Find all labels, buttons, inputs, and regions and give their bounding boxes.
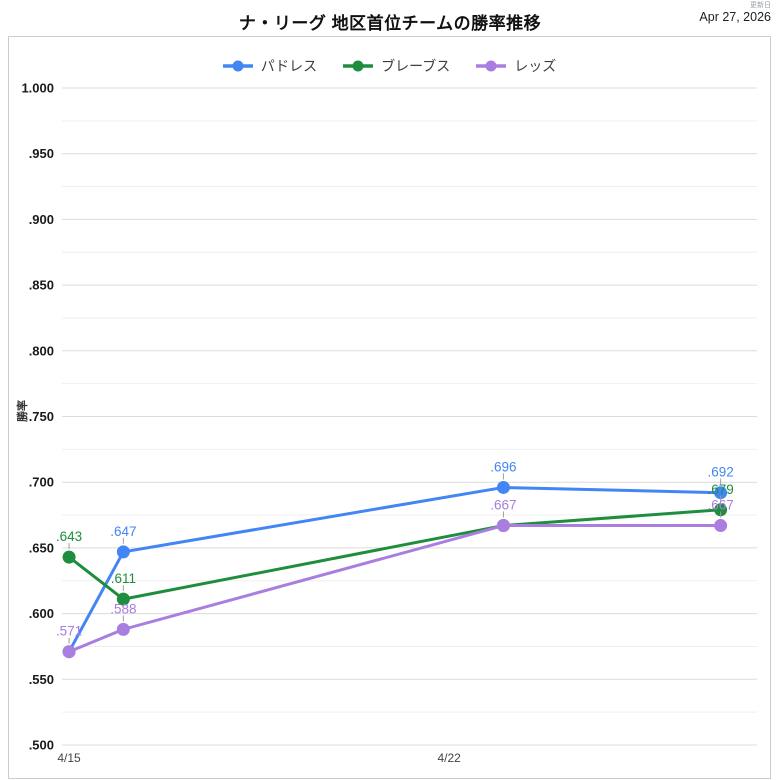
y-axis-tick-label: .700 — [29, 475, 54, 490]
y-axis-tick-label: 1.000 — [21, 81, 54, 96]
x-axis-tick-label: 4/15 — [57, 751, 81, 765]
y-axis-tick-label: .750 — [29, 409, 54, 424]
data-point-ブレーブス-0[interactable] — [62, 550, 76, 564]
point-label: .692 — [707, 465, 733, 480]
y-axis-tick-label: .650 — [29, 540, 54, 555]
legend-label: ブレーブス — [381, 58, 451, 74]
data-point-レッズ-2[interactable] — [496, 519, 510, 533]
chart-container: パドレス ブレーブス レッズ 勝率 1.000.950.900.850.800.… — [8, 36, 771, 779]
y-axis-tick-label: .900 — [29, 212, 54, 227]
x-axis-tick-label: 4/22 — [437, 751, 461, 765]
legend-item-reds[interactable]: レッズ — [476, 56, 556, 76]
point-label: .696 — [490, 459, 516, 474]
legend-item-braves[interactable]: ブレーブス — [343, 56, 450, 76]
legend: パドレス ブレーブス レッズ — [9, 56, 770, 76]
series-line-レッズ — [67, 524, 723, 654]
point-label: .647 — [110, 524, 136, 539]
data-point-レッズ-3[interactable] — [714, 519, 728, 533]
data-point-ブレーブス-3[interactable] — [714, 503, 728, 517]
y-axis-tick-label: .850 — [29, 278, 54, 293]
point-label: .667 — [490, 498, 516, 513]
point-label: .679 — [707, 482, 733, 497]
data-point-パドレス-3[interactable] — [714, 486, 728, 500]
point-label: .571 — [56, 624, 82, 639]
legend-label: パドレス — [260, 58, 318, 74]
updated-block: 更新日 Apr 27, 2026 — [699, 2, 771, 24]
plot-area: 1.000 .950 .900 .850 .800 .750 .700 .650 .600 .55… — [21, 81, 757, 765]
data-point-パドレス-1[interactable] — [116, 545, 130, 559]
point-label: .611 — [111, 571, 136, 586]
point-label: .667 — [707, 498, 733, 513]
legend-item-padres[interactable]: パドレス — [222, 56, 318, 76]
data-point-レッズ-1[interactable] — [116, 622, 130, 636]
updated-date: Apr 27, 2026 — [699, 9, 771, 24]
data-point-パドレス-2[interactable] — [496, 480, 510, 494]
data-point-ブレーブス-1[interactable] — [116, 592, 130, 606]
y-axis-tick-label: .800 — [29, 343, 54, 358]
y-axis-tick-label: .950 — [29, 146, 54, 161]
legend-marker-icon — [476, 60, 507, 72]
series-line-ブレーブス — [67, 508, 723, 601]
updated-label: 更新日 — [750, 2, 771, 9]
y-axis-tick-label: .500 — [29, 738, 54, 753]
legend-label: レッズ — [514, 58, 557, 74]
series-line-パドレス — [67, 485, 723, 654]
point-label: .643 — [56, 529, 82, 544]
legend-marker-icon — [222, 60, 253, 72]
y-axis-tick-label: .600 — [29, 606, 54, 621]
point-label: .588 — [110, 601, 136, 616]
chart-title: ナ・リーグ 地区首位チームの勝率推移 — [238, 14, 542, 33]
data-point-レッズ-0[interactable] — [62, 645, 76, 659]
legend-marker-icon — [343, 60, 374, 72]
y-axis-tick-label: .550 — [29, 672, 54, 687]
